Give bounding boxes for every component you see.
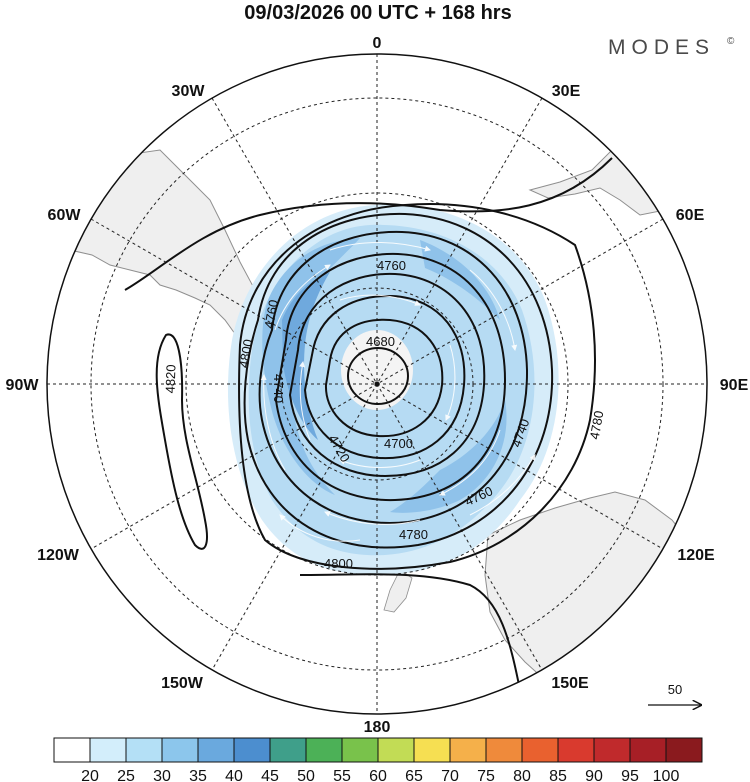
lon-label-150w: 150W [161, 675, 204, 692]
brand-copyright: © [727, 36, 735, 47]
colorbar-tick-label: 75 [477, 768, 495, 782]
contour-label-4700: 4700 [384, 436, 413, 451]
contour-label-4760-top: 4760 [377, 258, 406, 273]
lon-label-150e: 150E [551, 675, 589, 692]
contour-label-4680: 4680 [366, 334, 395, 349]
colorbar-swatch [521, 737, 559, 763]
lon-label-60w: 60W [48, 207, 82, 224]
colorbar-swatch [161, 737, 199, 763]
colorbar-swatch [197, 737, 235, 763]
lon-label-180: 180 [364, 719, 391, 736]
contour-label-4800-left: 4800 [236, 338, 256, 369]
colorbar-swatch [629, 737, 667, 763]
lon-label-30e: 30E [552, 83, 581, 100]
colorbar-swatch [377, 737, 415, 763]
landmass-new-zealand [383, 569, 413, 613]
colorbar-swatch [341, 737, 379, 763]
colorbar-swatch [449, 737, 487, 763]
colorbar-swatch [485, 737, 523, 763]
colorbar-tick-label: 65 [405, 768, 423, 782]
colorbar-tick-label: 50 [297, 768, 315, 782]
contour-label-4760-left: 4760 [261, 298, 281, 329]
colorbar-tick-label: 45 [261, 768, 279, 782]
landmass-south-america [47, 149, 279, 346]
colorbar: 20 25 30 35 40 45 50 55 60 65 70 75 80 85 90 95 100 [53, 737, 703, 782]
lon-label-90e: 90E [720, 377, 749, 394]
contour-label-4740-left: 4740 [271, 374, 286, 403]
contour-label-4800-bottom: 4800 [324, 556, 353, 571]
colorbar-swatch [593, 737, 631, 763]
colorbar-tick-label: 35 [189, 768, 207, 782]
colorbar-swatch [413, 737, 451, 763]
height-contours [124, 157, 613, 691]
colorbar-swatch [125, 737, 163, 763]
contour-label-4820: 4820 [163, 364, 179, 393]
colorbar-tick-label: 85 [549, 768, 567, 782]
lon-label-0: 0 [373, 35, 382, 52]
colorbar-swatch [53, 737, 91, 763]
reference-vector: 50 [648, 682, 701, 705]
colorbar-tick-label: 40 [225, 768, 243, 782]
colorbar-tick-label: 80 [513, 768, 531, 782]
wind-streamlines [260, 242, 536, 542]
colorbar-swatch [557, 737, 595, 763]
reference-vector-label: 50 [668, 682, 682, 697]
colorbar-tick-label: 70 [441, 768, 459, 782]
colorbar-swatch [233, 737, 271, 763]
map-boundary [46, 53, 708, 715]
colorbar-tick-label: 90 [585, 768, 603, 782]
contour-label-4780-bottom: 4780 [399, 527, 428, 542]
colorbar-tick-label: 20 [81, 768, 99, 782]
modes-logo: MODES © [608, 36, 735, 59]
map-disc [47, 54, 707, 714]
colorbar-tick-label: 100 [653, 768, 680, 782]
lon-label-120w: 120W [37, 547, 80, 564]
colorbar-tick-label: 95 [621, 768, 639, 782]
colorbar-swatch [665, 737, 703, 763]
colorbar-tick-label: 25 [117, 768, 135, 782]
colorbar-tick-label: 30 [153, 768, 171, 782]
lon-label-90w: 90W [6, 377, 40, 394]
colorbar-tick-label: 60 [369, 768, 387, 782]
colorbar-swatch [269, 737, 307, 763]
brand-name: MODES [608, 36, 715, 59]
lon-label-60e: 60E [676, 207, 705, 224]
colorbar-swatch [305, 737, 343, 763]
colorbar-tick-label: 55 [333, 768, 351, 782]
lon-label-120e: 120E [677, 547, 715, 564]
longitude-labels: 0 30W 30E 60W 60E 90W 90E 120W 120E 150W… [6, 35, 749, 736]
south-pole-marker [374, 381, 380, 387]
lon-label-30w: 30W [172, 83, 206, 100]
colorbar-swatch [89, 737, 127, 763]
contour-label-4780-right: 4780 [587, 409, 607, 440]
map-title: 09/03/2026 00 UTC + 168 hrs [244, 2, 511, 24]
